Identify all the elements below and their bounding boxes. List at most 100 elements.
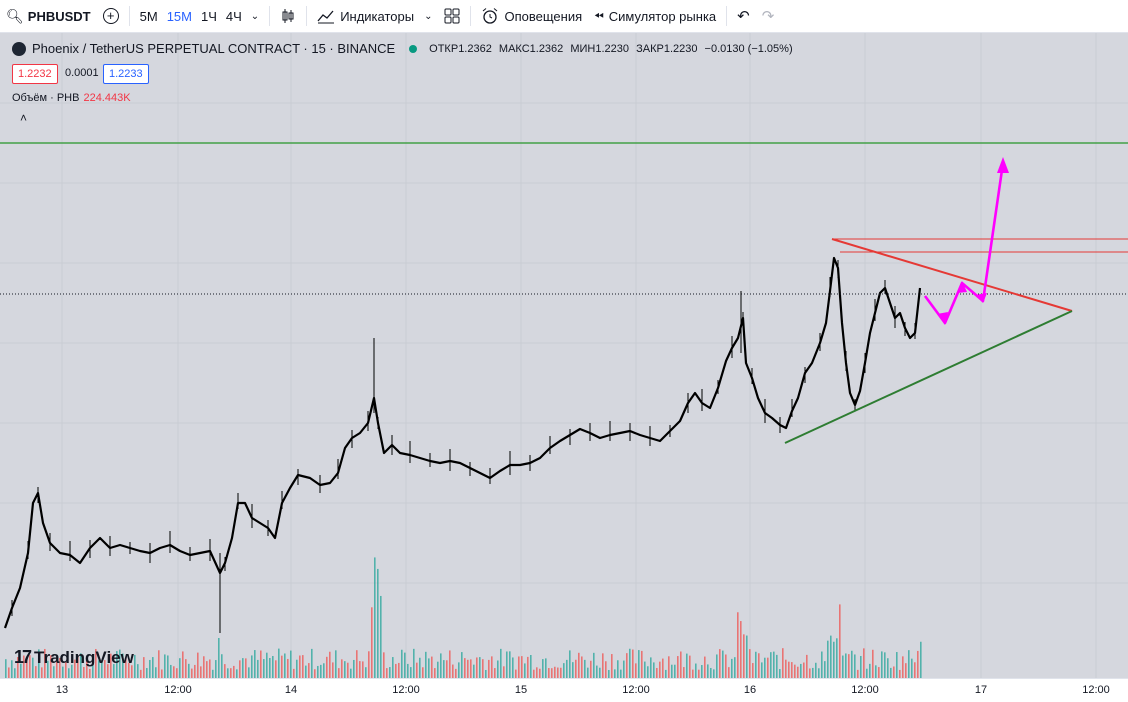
forecast-arrowhead [957, 281, 967, 293]
redo-icon: ↷ [761, 8, 775, 25]
volume-bar [104, 660, 106, 678]
symbol-search[interactable]: 🔍︎ PHBUSDT [0, 0, 97, 32]
volume-bar [77, 656, 79, 678]
volume-bar [719, 649, 721, 678]
chart-pane[interactable]: Phoenix / TetherUS PERPETUAL CONTRACT · … [0, 33, 1128, 678]
volume-bar [755, 651, 757, 678]
replay-button[interactable]: ⏪︎ Симулятор рынка [588, 0, 722, 32]
volume-bar [917, 650, 919, 678]
volume-bar [257, 659, 259, 678]
volume-bar [722, 650, 724, 678]
alerts-button[interactable]: Оповещения [475, 0, 588, 32]
volume-bar [767, 657, 769, 678]
volume-bar [680, 651, 682, 678]
tradingview-logo: 17 TradingView [14, 647, 134, 668]
layouts-button[interactable] [438, 0, 466, 32]
volume-bar [518, 656, 520, 678]
volume-bar [176, 668, 178, 678]
volume-bar [683, 667, 685, 678]
volume-bar [437, 661, 439, 678]
volume-bar [914, 662, 916, 678]
volume-bar [821, 651, 823, 678]
volume-bar [881, 651, 883, 678]
volume-bar [773, 651, 775, 678]
volume-bar [473, 664, 475, 678]
volume-bar [671, 664, 673, 678]
high-value: 1.2362 [529, 42, 564, 55]
redo-button[interactable]: ↷ [756, 0, 781, 32]
volume-bar [617, 660, 619, 678]
volume-bar [395, 663, 397, 678]
volume-bar [806, 654, 808, 678]
volume-bar [815, 662, 817, 678]
high-label: МАКС [498, 42, 530, 55]
volume-bar [347, 662, 349, 678]
interval-1h[interactable]: 1Ч [195, 0, 220, 32]
separator [470, 6, 472, 26]
volume-bar [794, 664, 796, 678]
volume-bar [710, 667, 712, 678]
time-axis[interactable]: 13 12:00 14 12:00 15 12:00 16 12:00 17 1… [0, 678, 1128, 702]
volume-bar [401, 649, 403, 678]
volume-bar [260, 650, 262, 678]
chart-type-button[interactable] [274, 0, 302, 32]
volume-bar [503, 666, 505, 678]
volume-bar [635, 663, 637, 678]
volume-bar [512, 657, 514, 678]
volume-bar [725, 654, 727, 678]
volume-bar [272, 656, 274, 678]
interval-4h[interactable]: 4Ч [220, 0, 245, 32]
undo-button[interactable]: ↶ [731, 0, 756, 32]
interval-label: 5М [139, 8, 158, 24]
volume-bar [557, 667, 559, 678]
volume-bar [911, 658, 913, 678]
volume-bar [656, 667, 658, 678]
volume-bar [497, 660, 499, 678]
price-chart[interactable] [0, 33, 1128, 678]
volume-bar [692, 669, 694, 678]
volume-bar [593, 652, 595, 678]
volume-bar [749, 649, 751, 678]
volume-bar [299, 655, 301, 678]
volume-bar [314, 669, 316, 678]
interval-dropdown[interactable]: ⌄ [245, 0, 265, 32]
compare-button[interactable]: + [97, 0, 125, 32]
alarm-clock-icon [483, 8, 498, 24]
volume-bar [239, 660, 241, 678]
volume-bar [29, 655, 31, 678]
volume-bar [686, 653, 688, 678]
volume-bar [869, 663, 871, 678]
volume-bar [206, 661, 208, 678]
volume-bar [479, 657, 481, 678]
buy-price-box[interactable]: 1.2233 [103, 64, 149, 84]
volume-bar [629, 648, 631, 678]
interval-15m[interactable]: 15М [164, 0, 195, 32]
volume-bar [902, 656, 904, 678]
symbol-title[interactable]: Phoenix / TetherUS PERPETUAL CONTRACT · … [32, 41, 396, 56]
volume-bar [317, 665, 319, 678]
volume-bar [53, 666, 55, 678]
volume-bar [551, 668, 553, 678]
indicators-label: Индикаторы [340, 8, 415, 24]
indicators-button[interactable]: Индикаторы ⌄ [311, 0, 438, 32]
collapse-legend-icon[interactable]: ˄ [20, 111, 28, 125]
interval-5m[interactable]: 5М [134, 0, 164, 32]
volume-bar [854, 654, 856, 678]
volume-bar [440, 653, 442, 678]
volume-bar [41, 667, 43, 678]
volume-bar [158, 650, 160, 678]
volume-bar [548, 668, 550, 678]
volume-bar [587, 667, 589, 678]
volume-bar [584, 659, 586, 678]
sell-price-box[interactable]: 1.2232 [12, 64, 58, 84]
volume-bar [515, 669, 517, 678]
volume-bar [851, 650, 853, 678]
volume-bar [632, 649, 634, 678]
time-tick: 12:00 [851, 684, 879, 696]
volume-bar [281, 655, 283, 678]
volume-bar [731, 658, 733, 678]
volume-bar [701, 665, 703, 678]
volume-bar [11, 660, 13, 678]
replay-label: Симулятор рынка [608, 8, 717, 24]
volume-bar [173, 666, 175, 678]
